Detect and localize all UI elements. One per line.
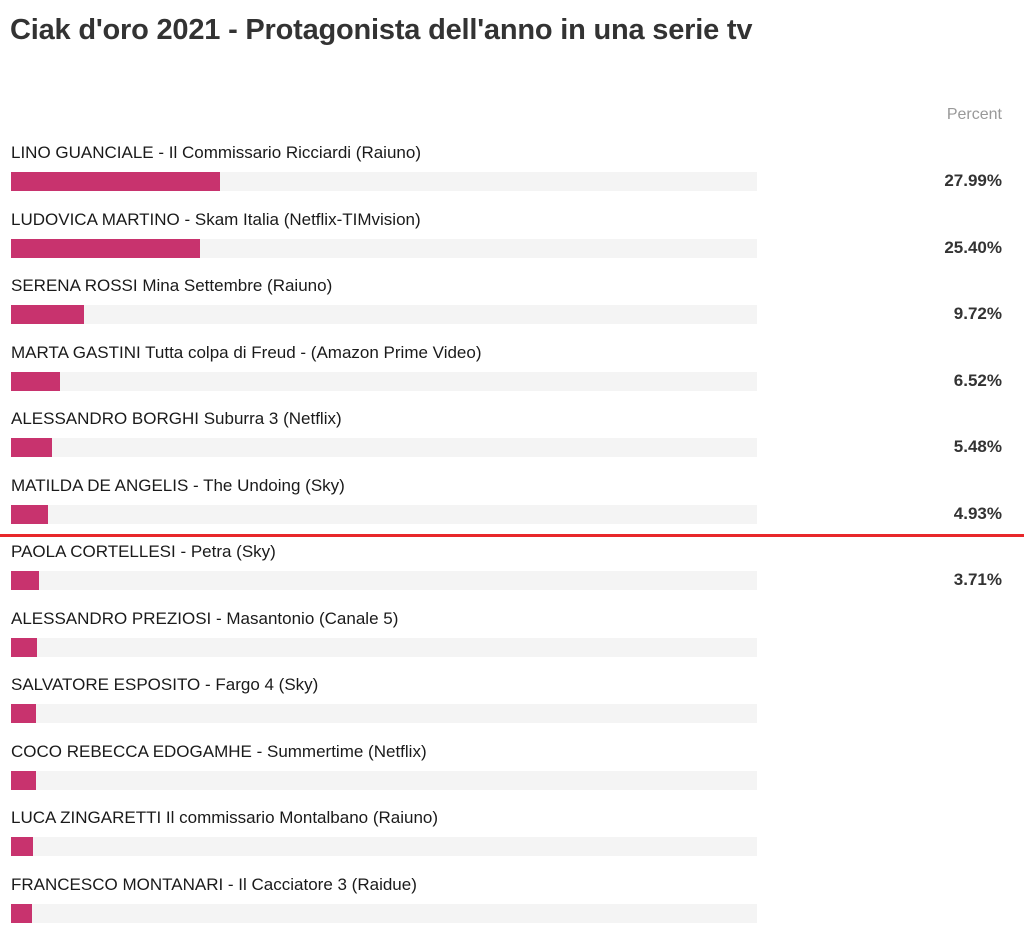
bar-row: SERENA ROSSI Mina Settembre (Raiuno) 9.72… — [0, 276, 1024, 343]
bar-label: LINO GUANCIALE - Il Commissario Ricciard… — [11, 143, 421, 162]
bar-label: LUCA ZINGARETTI Il commissario Montalban… — [11, 808, 439, 827]
bar-row: SALVATORE ESPOSITO - Fargo 4 (Sky) — [0, 675, 1024, 742]
bar-row: PAOLA CORTELLESI - Petra (Sky) 3.71% — [0, 542, 1024, 609]
bar — [11, 637, 38, 657]
bar-chart-rows: LINO GUANCIALE - Il Commissario Ricciard… — [0, 143, 1024, 941]
percent-column-header: Percent — [946, 106, 1002, 123]
bar-label: ALESSANDRO PREZIOSI - Masantonio (Canale… — [11, 608, 399, 628]
bar — [11, 770, 36, 790]
bar-value-label: 27.99% — [944, 171, 1002, 190]
bar-track — [11, 438, 757, 457]
bar-label: COCO REBECCA EDOGAMHE - Summertime (Netf… — [11, 741, 427, 761]
bar-row: LINO GUANCIALE - Il Commissario Ricciard… — [0, 143, 1024, 210]
bar — [11, 837, 34, 856]
bar-track — [11, 637, 757, 657]
bar — [11, 371, 60, 391]
bar-row: MARTA GASTINI Tutta colpa di Freud - (Am… — [0, 343, 1024, 410]
bar — [11, 504, 48, 524]
bar-value-label: 5.48% — [953, 437, 1002, 456]
bar-track — [11, 305, 757, 324]
bar-track — [11, 571, 757, 590]
bar-track — [11, 504, 757, 524]
bar-label: SALVATORE ESPOSITO - Fargo 4 (Sky) — [11, 675, 319, 694]
bar-track — [11, 371, 757, 391]
bar-value-label: 9.72% — [953, 304, 1002, 323]
bar-track — [11, 172, 757, 191]
bar — [11, 305, 84, 324]
bar-track — [11, 704, 757, 723]
bar — [11, 704, 37, 723]
bar-row: MATILDA DE ANGELIS - The Undoing (Sky) 4.… — [0, 476, 1024, 543]
bar — [11, 438, 52, 457]
bar — [11, 238, 201, 258]
bar-label: MARTA GASTINI Tutta colpa di Freud - (Am… — [11, 342, 482, 362]
bar — [11, 903, 32, 923]
bar-track — [11, 770, 757, 790]
bar-track — [11, 837, 757, 856]
bar-label: PAOLA CORTELLESI - Petra (Sky) — [11, 542, 276, 561]
bar-label: FRANCESCO MONTANARI - Il Cacciatore 3 (R… — [11, 874, 417, 894]
bar — [11, 571, 39, 590]
bar-label: ALESSANDRO BORGHI Suburra 3 (Netflix) — [11, 409, 342, 428]
bar-row: LUCA ZINGARETTI Il commissario Montalban… — [0, 808, 1024, 875]
bar-track — [11, 238, 757, 258]
bar-row: LUDOVICA MARTINO - Skam Italia (Netflix-… — [0, 210, 1024, 277]
chart-title: Ciak d'oro 2021 - Protagonista dell'anno… — [10, 14, 753, 46]
bar-row: COCO REBECCA EDOGAMHE - Summertime (Netf… — [0, 742, 1024, 809]
bar-value-label: 4.93% — [953, 503, 1002, 523]
bar-value-label: 3.71% — [953, 570, 1002, 589]
bar-row: ALESSANDRO BORGHI Suburra 3 (Netflix) 5.4… — [0, 409, 1024, 476]
bar-label: MATILDA DE ANGELIS - The Undoing (Sky) — [11, 475, 345, 495]
bar-value-label: 25.40% — [944, 237, 1002, 257]
bar-track — [11, 903, 757, 923]
bar-value-label: 6.52% — [953, 370, 1002, 390]
bar-label: LUDOVICA MARTINO - Skam Italia (Netflix-… — [11, 209, 421, 229]
bar-row: FRANCESCO MONTANARI - Il Cacciatore 3 (R… — [0, 875, 1024, 942]
cutoff-line — [0, 534, 1024, 537]
bar-row: ALESSANDRO PREZIOSI - Masantonio (Canale… — [0, 609, 1024, 676]
bar — [11, 172, 220, 191]
bar-label: SERENA ROSSI Mina Settembre (Raiuno) — [11, 276, 333, 295]
